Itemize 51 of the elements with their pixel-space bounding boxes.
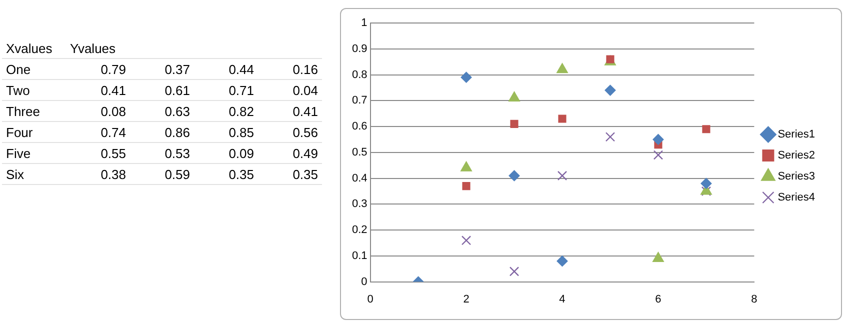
y-tick-label: 0.9	[352, 42, 368, 55]
text: 0.55	[66, 142, 130, 164]
x-tick-label: 8	[751, 293, 758, 306]
legend-label: Series3	[778, 170, 815, 183]
text: 0.53	[130, 142, 194, 164]
text: Yvalues	[66, 38, 130, 58]
text: 0.63	[130, 100, 194, 122]
legend-label: Series2	[778, 150, 815, 162]
x-tick-label: 2	[463, 293, 470, 306]
y-tick-label: 1	[361, 17, 368, 30]
text: Four	[2, 122, 66, 142]
text: 0.86	[130, 122, 194, 142]
y-tick-label: 0.7	[352, 94, 368, 107]
text: 0.37	[130, 58, 194, 80]
x-tick-label: 4	[559, 293, 566, 306]
y-tick-label: 0.1	[352, 250, 368, 262]
x-tick-label: 6	[655, 293, 662, 306]
text: 0.85	[194, 122, 258, 142]
y-tick-label: 0	[361, 276, 368, 288]
text: 0.41	[258, 100, 322, 122]
text: Xvalues	[2, 38, 66, 58]
text: 0.56	[258, 122, 322, 142]
text: 0.79	[66, 58, 130, 80]
text: 0.61	[130, 80, 194, 100]
y-tick-label: 0.8	[352, 68, 368, 81]
text: Six	[2, 164, 66, 184]
text: 0.74	[66, 122, 130, 142]
text: 0.44	[194, 58, 258, 80]
legend-label: Series1	[778, 128, 815, 141]
text: 0.16	[258, 58, 322, 80]
y-tick-label: 0.4	[352, 172, 368, 184]
text: 0.41	[66, 80, 130, 100]
text: 0.35	[194, 164, 258, 184]
y-tick-label: 0.5	[352, 146, 368, 158]
text: Two	[2, 80, 66, 100]
text: One	[2, 58, 66, 80]
text: 0.35	[258, 164, 322, 184]
text: Five	[2, 142, 66, 164]
text: Three	[2, 100, 66, 122]
text: 0.38	[66, 164, 130, 184]
y-tick-label: 0.2	[352, 224, 368, 236]
text: 0.09	[194, 142, 258, 164]
y-tick-label: 0.6	[352, 120, 368, 133]
text: 0.04	[258, 80, 322, 100]
text: 0.59	[130, 164, 194, 184]
text: 0.49	[258, 142, 322, 164]
text: 0.82	[194, 100, 258, 122]
text: 0.71	[194, 80, 258, 100]
text: 0.08	[66, 100, 130, 122]
y-tick-label: 0.3	[352, 198, 368, 210]
legend-label: Series4	[778, 192, 815, 204]
